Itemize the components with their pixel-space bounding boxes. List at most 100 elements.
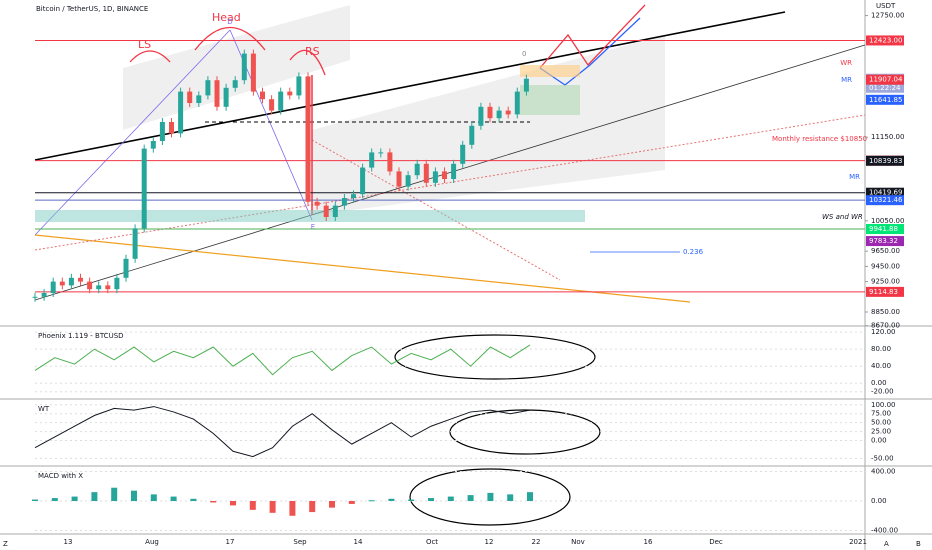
channel-fill xyxy=(312,35,665,215)
histogram-bar xyxy=(71,496,78,501)
y-tick-label: 25.00 xyxy=(871,428,891,436)
price-tag xyxy=(866,155,904,166)
annotation: WR xyxy=(840,59,852,67)
price-tag xyxy=(866,187,904,198)
y-tick-label: 11150.00 xyxy=(871,133,904,141)
candle xyxy=(469,125,475,145)
candle xyxy=(232,80,238,88)
point-label: D xyxy=(227,18,232,26)
y-tick-label: 0.00 xyxy=(871,379,887,387)
x-tick-label: 14 xyxy=(354,538,363,546)
histogram-bar xyxy=(289,501,296,516)
y-tick-label: 120.00 xyxy=(871,328,896,336)
x-tick-label: Aug xyxy=(145,538,159,546)
trend-line xyxy=(34,114,866,251)
annotation: 0 xyxy=(522,50,526,58)
y-tick-label: 400.00 xyxy=(871,467,896,475)
y-tick-label: 50.00 xyxy=(871,419,891,427)
candle xyxy=(351,194,356,198)
candle xyxy=(50,281,56,293)
countdown: 01:22:24 xyxy=(869,84,901,92)
candle xyxy=(41,293,47,297)
annotation: MR xyxy=(841,76,852,84)
candle xyxy=(451,163,457,179)
y-tick-label: 80.00 xyxy=(871,345,891,353)
footer-label: Z xyxy=(3,540,8,548)
candle xyxy=(250,53,256,92)
currency: USDT xyxy=(876,2,896,10)
head-curve xyxy=(194,26,266,51)
candle xyxy=(405,175,411,187)
candle xyxy=(114,277,120,290)
candle xyxy=(141,148,147,229)
price-tag-label: 11641.85 xyxy=(869,96,902,104)
candle xyxy=(269,99,275,111)
histogram-bar xyxy=(388,498,395,501)
price-tag xyxy=(866,195,904,206)
chart-title: Bitcoin / TetherUS, 1D, BINANCE xyxy=(36,5,148,13)
candle xyxy=(369,152,375,168)
histogram-bar xyxy=(428,498,434,501)
price-tag xyxy=(866,94,904,105)
histogram-bar xyxy=(32,499,38,501)
candle xyxy=(360,167,366,195)
histogram-bar xyxy=(131,490,137,501)
y-tick-label: 9650.00 xyxy=(871,247,900,255)
point-label: E xyxy=(311,223,315,231)
candle xyxy=(423,163,429,183)
candle xyxy=(478,106,484,126)
y-tick-label: -20.00 xyxy=(871,388,894,396)
y-tick-label: 9450.00 xyxy=(871,262,900,270)
histogram-bar xyxy=(150,494,157,501)
candle xyxy=(96,285,102,290)
panel-title: MACD with X xyxy=(38,472,83,480)
countdown-box xyxy=(866,83,904,93)
histogram-bar xyxy=(269,501,276,513)
annotation: 0.236 xyxy=(683,248,704,256)
candle xyxy=(68,277,74,286)
price-tag-label: 9114.83 xyxy=(869,288,898,296)
price-tag-label: 9941.88 xyxy=(869,225,898,233)
histogram-bar xyxy=(210,501,217,503)
indicator-line xyxy=(34,344,531,376)
pattern-line xyxy=(34,29,231,236)
price-tag xyxy=(866,35,904,46)
candle xyxy=(123,258,129,278)
support-zone xyxy=(35,210,585,222)
candle xyxy=(169,122,174,134)
trend-line xyxy=(34,44,866,301)
histogram-bar xyxy=(111,487,118,501)
candle xyxy=(214,80,220,107)
shoulder-curve xyxy=(289,49,326,76)
candle xyxy=(487,106,493,119)
candle xyxy=(260,91,265,100)
candle xyxy=(59,281,65,286)
candle xyxy=(432,171,438,183)
x-tick-label: 17 xyxy=(226,538,235,546)
candle xyxy=(150,141,156,149)
candle xyxy=(296,76,302,96)
annotation: Head xyxy=(212,11,241,24)
candle xyxy=(32,296,38,298)
x-tick-label: 16 xyxy=(644,538,653,546)
x-tick-label: 2021 xyxy=(849,538,867,546)
histogram-bar xyxy=(527,492,533,501)
price-tag-label: 10839.83 xyxy=(869,157,902,165)
highlight-ellipse xyxy=(409,468,571,526)
candle xyxy=(332,205,338,217)
price-tag-label: 9783.32 xyxy=(869,237,898,245)
candle xyxy=(278,91,284,111)
candle xyxy=(323,205,329,217)
candle xyxy=(442,171,447,179)
x-tick-label: 22 xyxy=(532,538,541,546)
x-tick-label: Oct xyxy=(426,538,438,546)
candle xyxy=(105,285,111,290)
histogram-bar xyxy=(309,501,316,513)
price-tag-label: 11907.04 xyxy=(869,76,903,84)
candle xyxy=(241,53,247,81)
candle xyxy=(159,122,165,141)
candle xyxy=(387,152,393,172)
annotation: RS xyxy=(305,45,320,58)
shoulder-curve xyxy=(129,50,171,63)
histogram-bar xyxy=(408,499,415,501)
